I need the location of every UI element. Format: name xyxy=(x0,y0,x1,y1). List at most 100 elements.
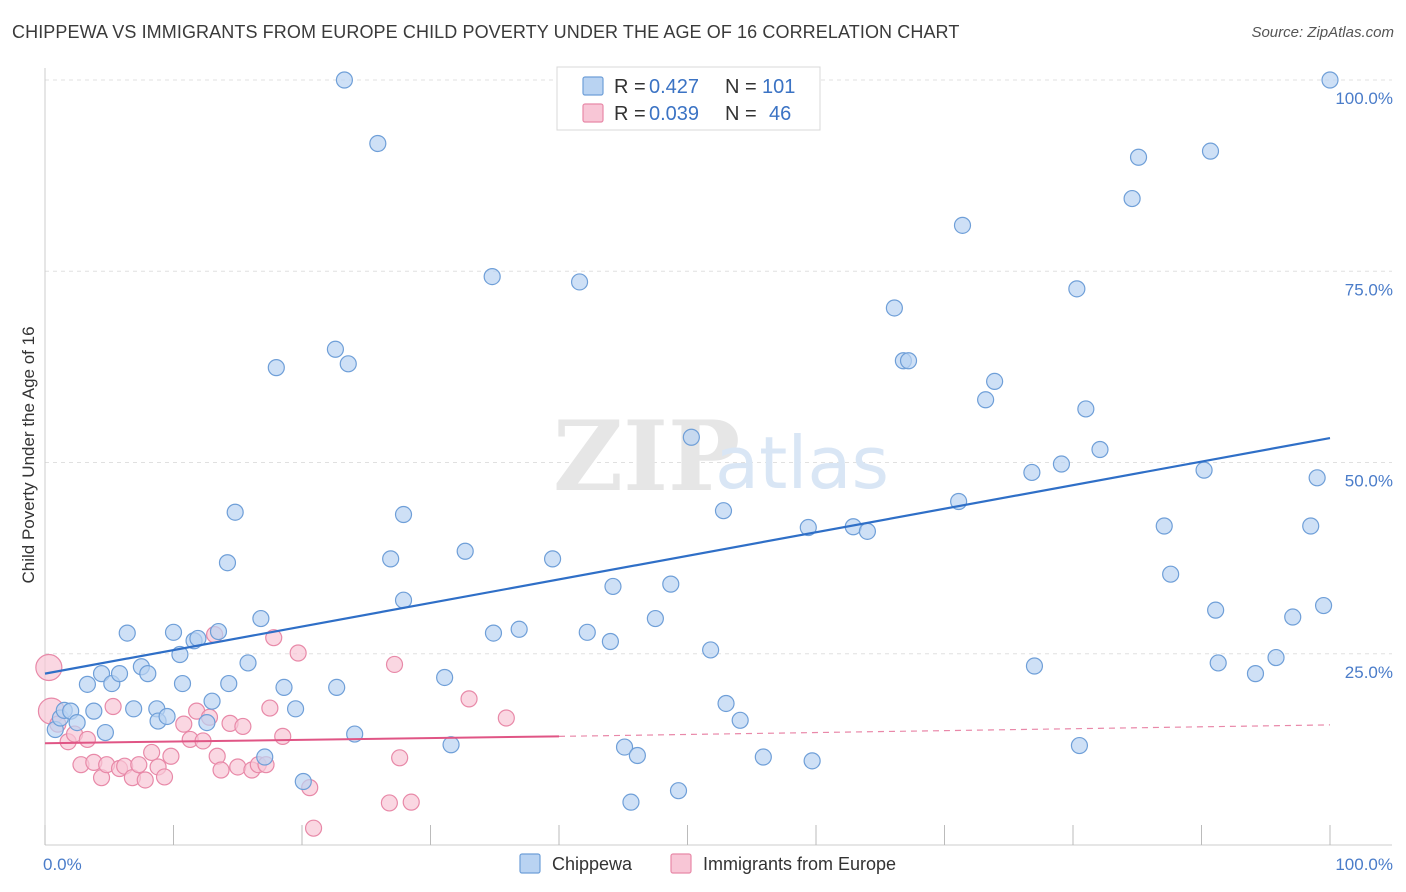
chippewa-point xyxy=(125,700,143,718)
bottom-legend-swatch-immigrants xyxy=(670,853,692,874)
chippewa-point xyxy=(1207,601,1225,619)
chippewa-point xyxy=(78,675,97,693)
chippewa-point xyxy=(158,707,176,726)
chippewa-point xyxy=(369,134,387,153)
watermark: ZIP atlas xyxy=(553,400,889,513)
immigrants-point xyxy=(143,743,161,762)
chippewa-point xyxy=(628,746,646,765)
legend: R = 0.427 N = 101 R = 0.039 N = 46 xyxy=(556,66,821,131)
y-axis-title: Child Poverty Under the Age of 16 xyxy=(19,326,38,583)
chippewa-point xyxy=(604,577,622,596)
chippewa-point xyxy=(646,609,664,628)
chippewa-point xyxy=(328,678,346,697)
chippewa-point xyxy=(164,623,183,641)
chippewa-point xyxy=(394,505,413,524)
chippewa-point xyxy=(335,71,354,89)
legend-r-label-immigrants: R = xyxy=(614,103,646,125)
chippewa-point xyxy=(543,550,562,568)
chippewa-point xyxy=(1308,469,1326,487)
legend-n-label-immigrants: N = xyxy=(725,103,757,125)
legend-swatch-immigrants xyxy=(582,103,604,123)
chippewa-point xyxy=(1284,608,1302,626)
watermark-zip: ZIP xyxy=(553,400,740,513)
legend-n-value-chippewa: 101 xyxy=(762,76,795,98)
chippewa-point xyxy=(382,550,400,568)
immigrants-point xyxy=(212,761,230,779)
chippewa-point xyxy=(1302,517,1320,535)
immigrants-point xyxy=(261,699,279,717)
immigrants-point xyxy=(234,717,252,736)
immigrants-point xyxy=(78,730,97,749)
chippewa-point xyxy=(1246,665,1265,683)
chippewa-point xyxy=(669,782,688,800)
chippewa-point xyxy=(1195,461,1213,479)
y-tick-label-25: 25.0% xyxy=(1345,663,1393,682)
legend-r-label-chippewa: R = xyxy=(614,76,646,98)
chippewa-point xyxy=(717,694,735,713)
y-tick-label-75: 75.0% xyxy=(1345,280,1393,299)
chippewa-point xyxy=(484,624,503,642)
immigrants-point xyxy=(460,690,478,708)
immigrants-point xyxy=(104,697,122,716)
chippewa-point xyxy=(339,355,357,373)
tick-labels: 25.0% 50.0% 75.0% 100.0% 0.0% 100.0% xyxy=(43,89,1393,874)
y-tick-label-100: 100.0% xyxy=(1335,89,1393,108)
chippewa-point xyxy=(326,340,345,358)
immigrants-point xyxy=(402,793,420,811)
bottom-legend: Chippewa Immigrants from Europe xyxy=(519,853,896,874)
immigrants-point xyxy=(229,758,247,776)
chippewa-point xyxy=(286,700,305,718)
chippewa-point xyxy=(252,609,270,628)
chippewa-point xyxy=(570,273,589,291)
axes xyxy=(44,68,1392,846)
chippewa-point xyxy=(799,518,817,537)
grid-lines xyxy=(45,79,1392,655)
chart-title: CHIPPEWA VS IMMIGRANTS FROM EUROPE CHILD… xyxy=(12,22,960,42)
chippewa-point xyxy=(1070,736,1089,755)
legend-swatch-chippewa xyxy=(582,76,604,96)
chippewa-point xyxy=(220,674,238,693)
chippewa-point xyxy=(1023,463,1041,482)
immigrants-point xyxy=(385,655,404,674)
chippewa-point xyxy=(1162,565,1180,583)
immigrants-point xyxy=(497,709,515,727)
chippewa-point xyxy=(275,678,293,697)
chippewa-point xyxy=(1201,142,1220,160)
chippewa-point xyxy=(198,713,216,732)
chippewa-point xyxy=(442,736,460,754)
chippewa-point xyxy=(139,665,157,683)
chippewa-point xyxy=(702,641,720,659)
chippewa-point xyxy=(899,352,918,370)
chippewa-point xyxy=(1321,71,1339,89)
legend-r-value-immigrants: 0.039 xyxy=(649,103,699,125)
chippewa-point xyxy=(1314,596,1333,615)
chippewa-point xyxy=(85,702,103,720)
chippewa-point xyxy=(510,620,528,638)
chippewa-point xyxy=(173,674,192,693)
chart-source: Source: ZipAtlas.com xyxy=(1251,24,1394,41)
chippewa-point xyxy=(601,632,620,651)
immigrants-point xyxy=(162,747,180,765)
chippewa-point xyxy=(1155,517,1173,535)
trend-line-immigrants xyxy=(44,735,560,745)
chippewa-point xyxy=(578,623,596,641)
chippewa-point xyxy=(1209,654,1227,672)
legend-n-value-immigrants: 46 xyxy=(769,103,791,125)
chippewa-point xyxy=(436,668,454,687)
chippewa-point xyxy=(858,522,877,540)
chippewa-point xyxy=(456,542,474,560)
x-tick-label-0: 0.0% xyxy=(43,855,82,874)
chippewa-point xyxy=(731,711,749,729)
legend-n-label-chippewa: N = xyxy=(725,76,757,98)
immigrants-point xyxy=(391,749,409,767)
chippewa-point xyxy=(203,692,221,710)
chippewa-point xyxy=(218,554,237,572)
chippewa-point xyxy=(615,738,634,756)
legend-r-value-chippewa: 0.427 xyxy=(649,76,699,98)
chippewa-point xyxy=(1267,648,1285,667)
chippewa-point xyxy=(483,268,501,286)
immigrants-point xyxy=(304,819,323,837)
immigrants-point xyxy=(274,727,292,745)
chippewa-point xyxy=(622,793,640,811)
